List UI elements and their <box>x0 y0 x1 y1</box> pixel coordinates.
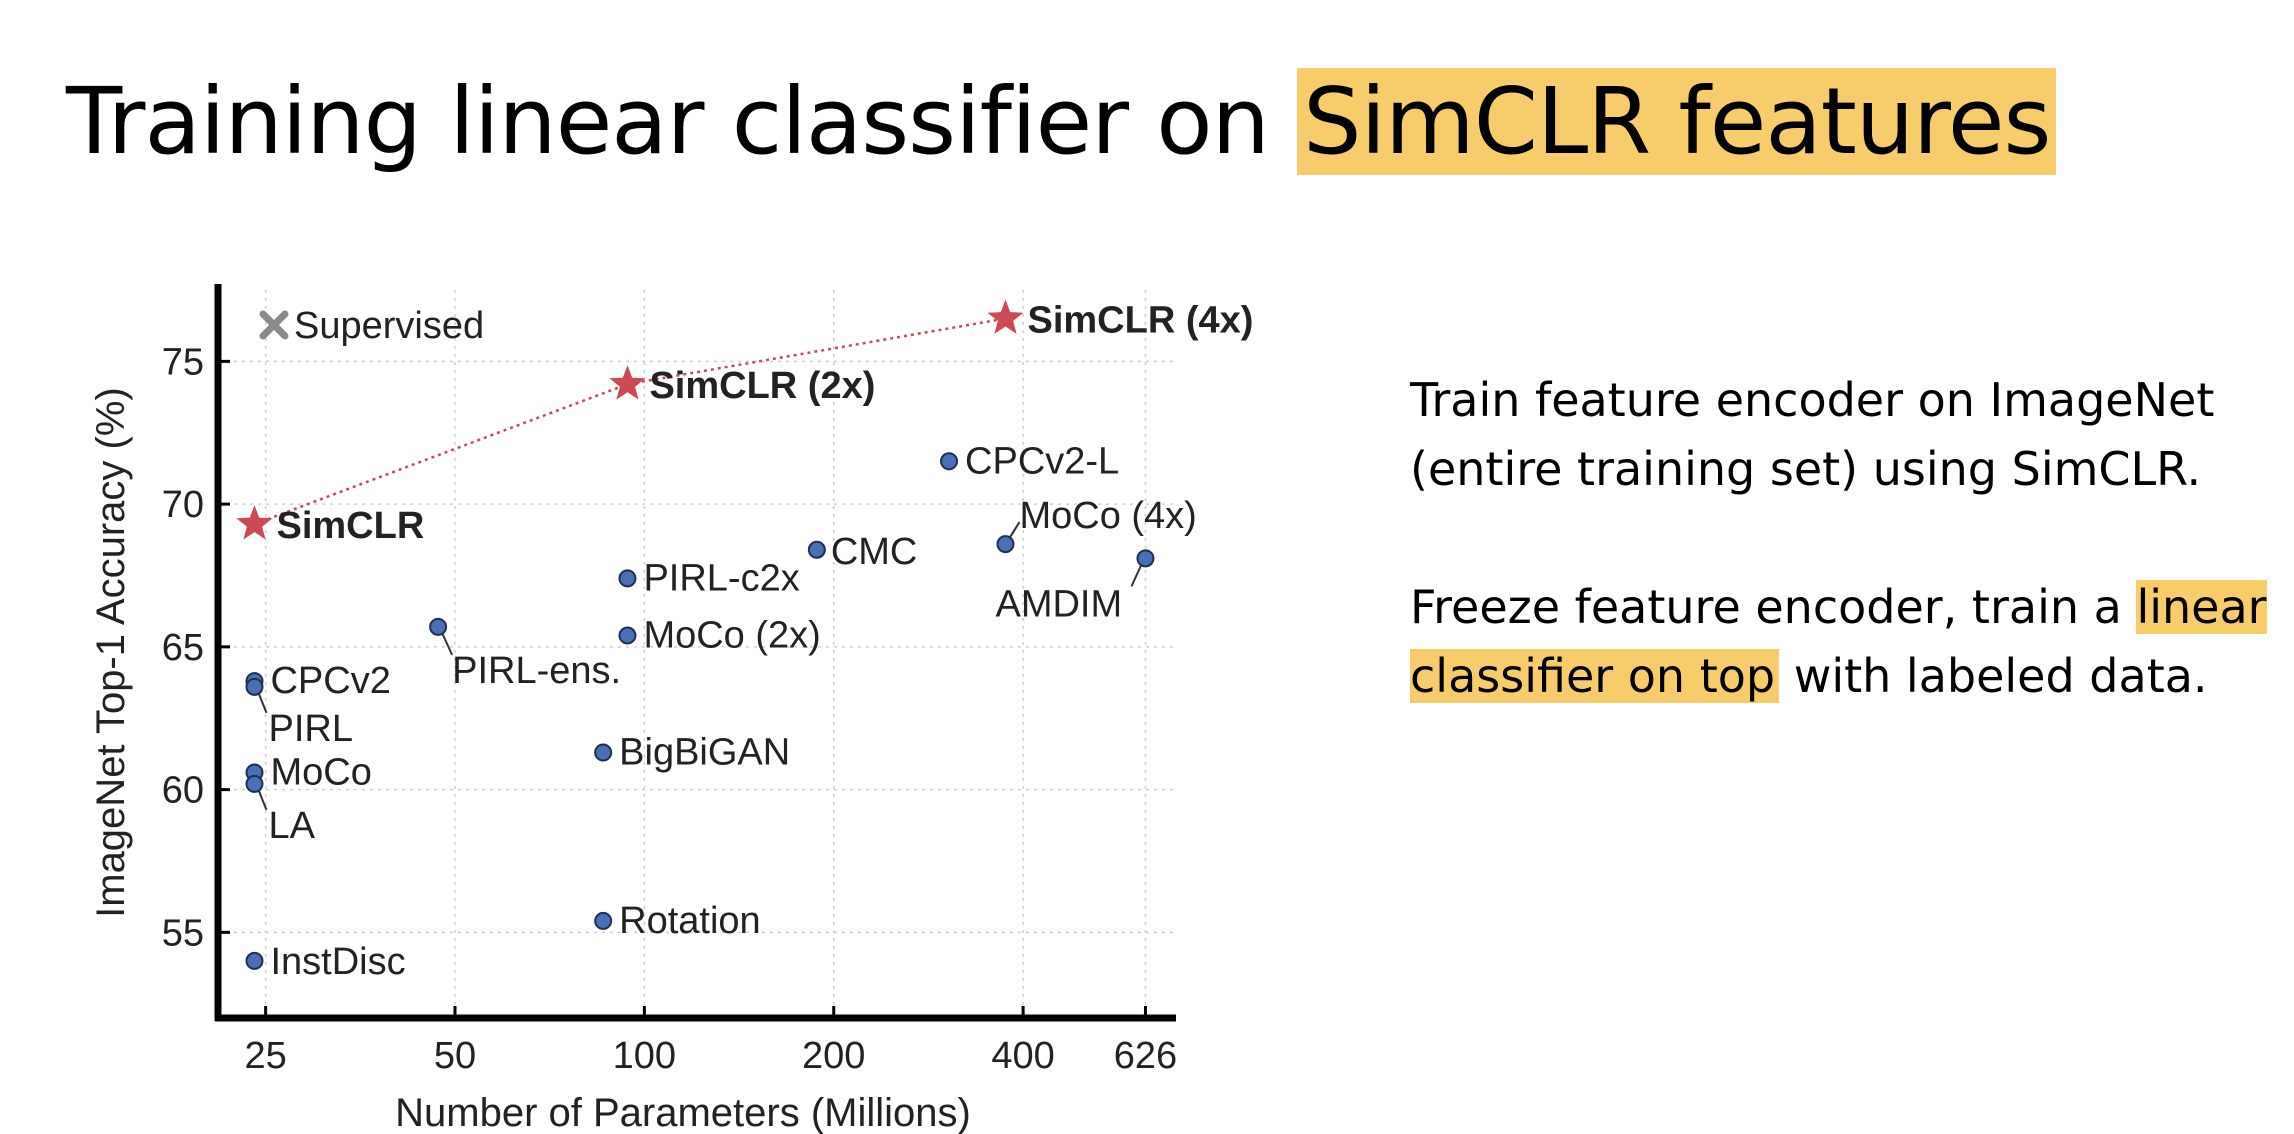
point-moco-4x <box>996 535 1015 554</box>
x-tick-label: 50 <box>434 1035 476 1077</box>
bullet-2-before: Freeze feature encoder, train a <box>1410 580 2137 634</box>
x-tick-label: 200 <box>802 1035 865 1077</box>
point-label-la: LA <box>268 805 315 847</box>
point-label-pirl: PIRL <box>268 708 352 750</box>
point-amdim <box>1136 549 1155 568</box>
y-tick-label: 60 <box>162 770 204 812</box>
point-label-moco-2x: MoCo (2x) <box>643 614 820 656</box>
point-label-cmc: CMC <box>831 531 918 573</box>
simclr-series-line <box>254 317 1006 526</box>
bullet-1: Train feature encoder on ImageNet (entir… <box>1410 373 2215 496</box>
leader-line-moco-4x <box>1008 521 1021 539</box>
point-simclr-4x <box>987 299 1024 334</box>
legend-supervised-marker <box>259 310 289 340</box>
leader-line-amdim <box>1130 563 1143 587</box>
point-label-simclr-2x: SimCLR (2x) <box>649 365 875 407</box>
point-moco-2x <box>618 626 637 645</box>
point-label-pirl-c2x: PIRL-c2x <box>643 557 799 599</box>
point-pirl-c2x <box>618 569 637 588</box>
y-tick-label: 65 <box>162 627 204 669</box>
y-tick-label: 70 <box>162 484 204 526</box>
x-tick-label: 25 <box>244 1035 286 1077</box>
point-label-bigbigan: BigBiGAN <box>619 731 790 773</box>
bullet-2: Freeze feature encoder, train a linear c… <box>1410 573 2280 711</box>
legend-supervised-label: Supervised <box>294 305 484 347</box>
point-simclr-2x <box>609 365 646 400</box>
x-tick-label: 400 <box>991 1035 1054 1077</box>
point-bigbigan <box>594 743 613 762</box>
leader-line-pirl <box>257 692 268 714</box>
x-tick-label: 626 <box>1114 1035 1177 1077</box>
point-simclr <box>236 505 273 540</box>
point-label-simclr-4x: SimCLR (4x) <box>1027 300 1253 342</box>
point-la <box>245 774 264 793</box>
point-label-amdim: AMDIM <box>995 583 1122 625</box>
scatter-chart: 25 50 100 200 400 626 55 60 65 70 75 Number of Para… <box>89 284 1253 1134</box>
point-instdisc <box>245 951 264 970</box>
slide-title-prefix: Training linear classifier on <box>66 68 1298 175</box>
point-rotation <box>594 911 613 930</box>
y-axis-label: ImageNet Top-1 Accuracy (%) <box>89 387 133 918</box>
point-label-cpcv2: CPCv2 <box>270 660 390 702</box>
leader-line-la <box>257 789 268 811</box>
point-cpcv2-l <box>940 452 959 471</box>
point-pirl <box>245 677 264 696</box>
y-tick-label: 55 <box>162 912 204 954</box>
point-label-moco: MoCo <box>270 751 371 793</box>
slide-title: Training linear classifier on SimCLR fea… <box>66 52 2057 192</box>
bullet-list: Train feature encoder on ImageNet (entir… <box>1410 366 2280 780</box>
point-label-rotation: Rotation <box>619 900 761 942</box>
point-label-moco-4x: MoCo (4x) <box>1019 495 1196 537</box>
x-axis-label: Number of Parameters (Millions) <box>395 1091 971 1134</box>
point-label-cpcv2-l: CPCv2-L <box>965 440 1119 482</box>
point-pirl-ens <box>429 617 448 636</box>
y-tick-label: 75 <box>162 341 204 383</box>
leader-line-pirl-ens <box>441 632 454 656</box>
point-cmc <box>807 540 826 559</box>
point-label-instdisc: InstDisc <box>270 941 405 983</box>
slide-title-highlight: SimCLR features <box>1297 68 2057 175</box>
x-tick-label: 100 <box>613 1035 676 1077</box>
point-label-pirl-ens: PIRL-ens. <box>452 650 621 692</box>
point-label-simclr: SimCLR <box>276 505 424 547</box>
bullet-2-after: with labeled data. <box>1779 649 2208 703</box>
